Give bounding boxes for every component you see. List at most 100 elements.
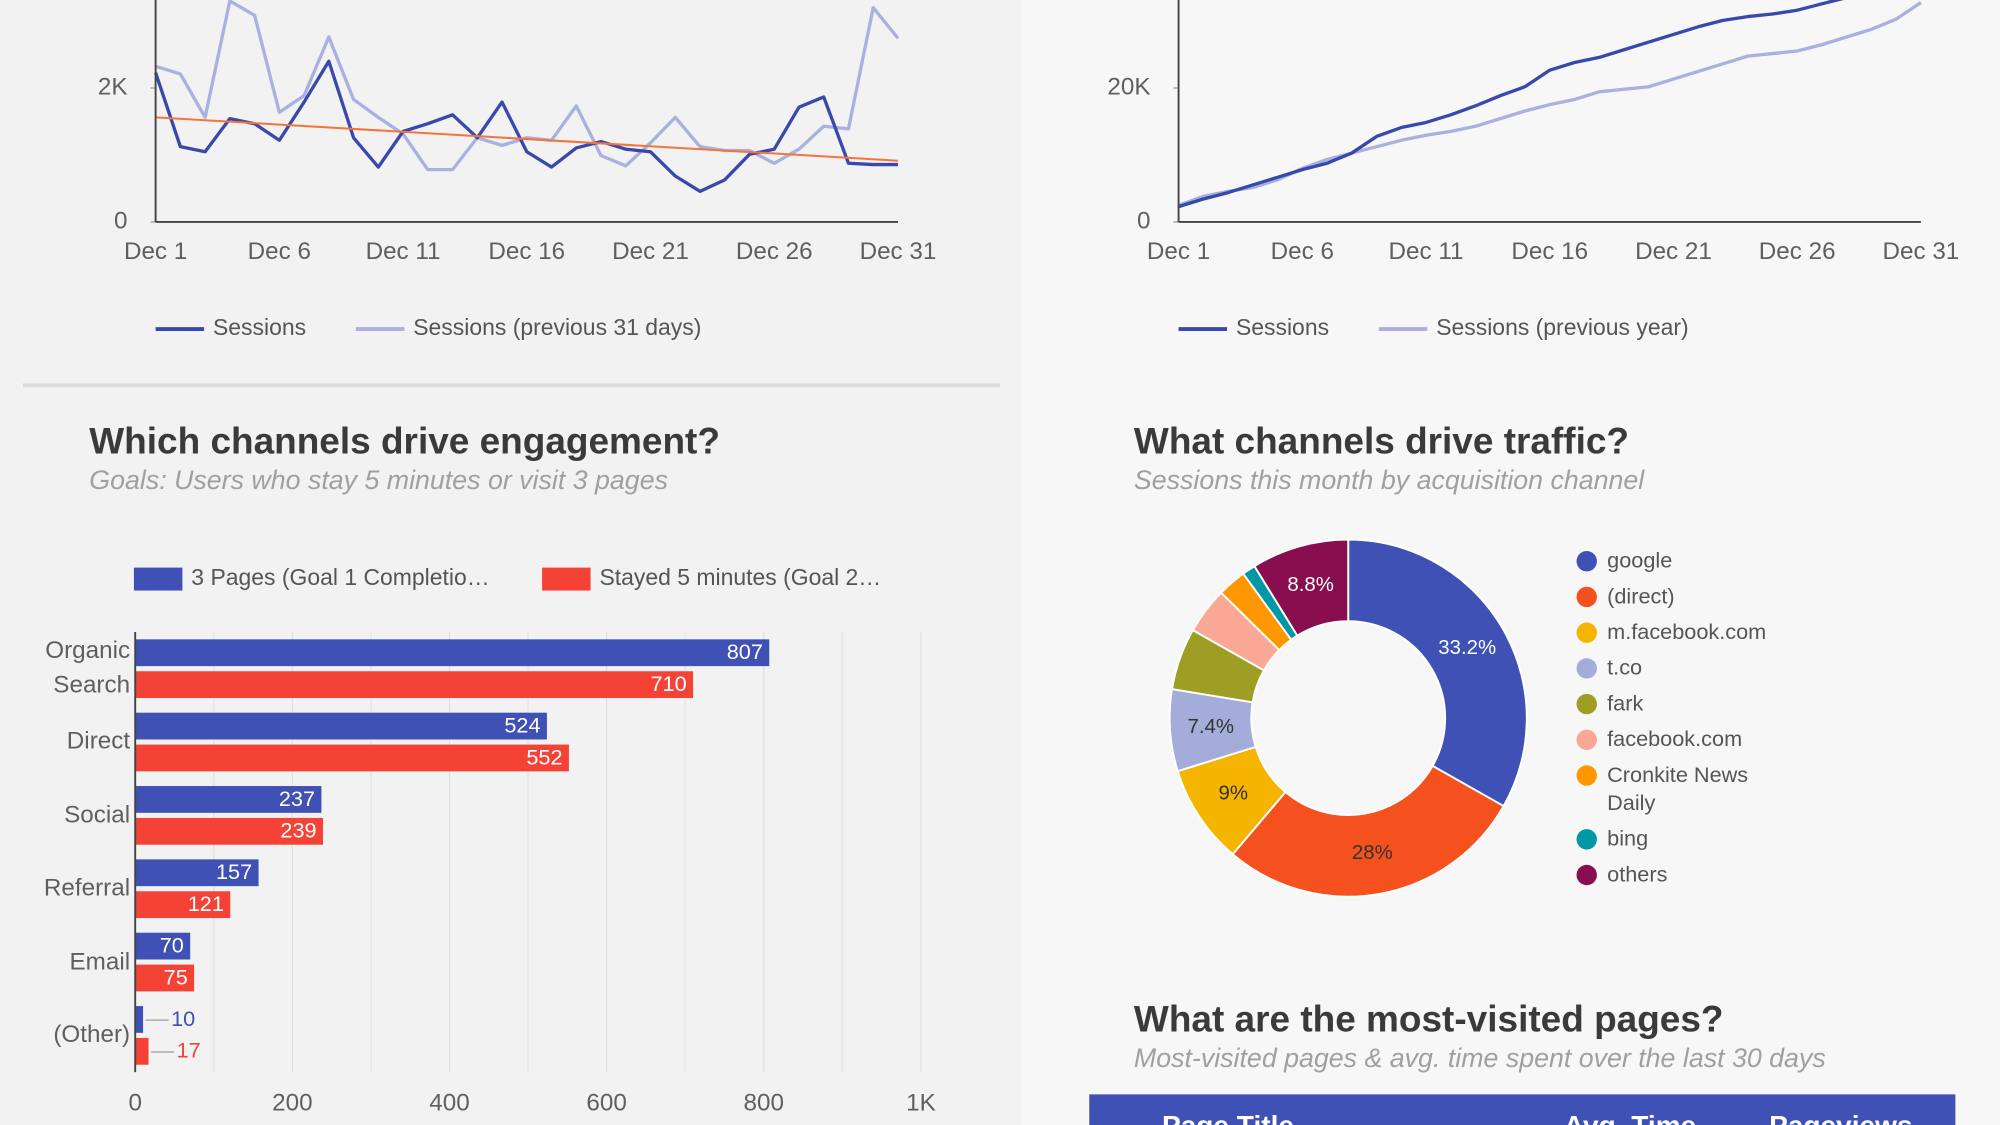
legend-label: bing [1607, 826, 1649, 851]
y-tick-label: 20K [1107, 73, 1150, 100]
x-tick-label: Dec 11 [1389, 238, 1464, 265]
x-tick-label: Dec 21 [1635, 238, 1712, 265]
value-label: 10 [171, 1006, 195, 1031]
x-tick-label: Dec 26 [736, 238, 813, 265]
value-label: 157 [216, 859, 252, 884]
x-tick-label: 600 [586, 1089, 626, 1116]
chart-subtitle: Sessions this month by acquisition chann… [1134, 465, 1645, 495]
legend-label: others [1607, 862, 1668, 887]
legend-swatch [1576, 551, 1597, 572]
legend-label: Sessions (previous year) [1436, 314, 1688, 340]
value-label: 239 [280, 818, 316, 843]
legend-box: google (direct) m.facebook.com t.co fark face… [1571, 543, 1826, 892]
x-tick-label: Dec 1 [1147, 238, 1210, 265]
legend-swatch [1576, 765, 1597, 786]
category-label-box: Social [0, 777, 130, 854]
category-label: (Other) [53, 1022, 131, 1049]
value-label: 121 [188, 891, 224, 916]
legend-label: google [1607, 548, 1673, 573]
legend-item: t.co [1571, 651, 1826, 687]
legend-label: Sessions [213, 314, 306, 340]
legend-swatch [1576, 829, 1597, 850]
category-label-wrap: Referral [0, 850, 130, 927]
legend-swatch [133, 567, 183, 591]
legend-item: (direct) [1571, 579, 1826, 615]
category-label-box: Email [69, 948, 131, 976]
y-tick-label: 0 [114, 207, 127, 234]
x-tick-label: Dec 16 [488, 238, 565, 265]
legend-swatch [1576, 693, 1597, 715]
legend-swatch [1576, 864, 1597, 886]
category-label-box: Organic Search [0, 630, 130, 707]
legend-item: facebook.com [1571, 722, 1826, 758]
value-label: 75 [164, 964, 188, 989]
pie-slice [1347, 538, 1528, 808]
value-label: 33.2% [1438, 637, 1496, 659]
x-tick-label: Dec 11 [366, 238, 441, 265]
y-tick-label: 0 [1137, 207, 1150, 234]
legend-label: t.co [1607, 655, 1643, 680]
legend-label: 3 Pages (Goal 1 Completio… [191, 564, 489, 590]
x-tick-label: Dec 6 [248, 238, 311, 265]
category-label: Direct [66, 728, 131, 756]
column-header: Pageviews [1769, 1110, 1912, 1125]
category-label: Referral [43, 875, 131, 903]
bar [135, 1006, 144, 1033]
legend-item: fark [1571, 686, 1826, 722]
legend-label: Stayed 5 minutes (Goal 2… [599, 564, 881, 590]
bar [135, 744, 569, 772]
value-label: 7.4% [1188, 716, 1234, 738]
legend-label: (direct) [1607, 584, 1675, 609]
legend-label: fark [1607, 691, 1644, 716]
legend-label: Sessions (previous 31 days) [413, 314, 701, 340]
legend-swatch [542, 567, 591, 591]
line-series [154, 59, 898, 193]
legend-swatch [1576, 729, 1597, 750]
pie-slice [1253, 538, 1350, 637]
table-subtitle: Most-visited pages & avg. time spent ove… [1134, 1043, 1826, 1073]
table-header [1089, 1094, 1956, 1125]
line-series [155, 0, 900, 172]
x-tick-label: 400 [429, 1089, 469, 1116]
category-label-wrap: Organic Search [0, 630, 130, 707]
x-tick-label: Dec 1 [124, 238, 187, 265]
legend-swatch [1576, 586, 1597, 608]
x-tick-label: 0 [128, 1089, 141, 1116]
legend-swatch [1576, 622, 1597, 643]
category-label: Email [69, 948, 131, 976]
bar [135, 671, 694, 699]
right-panel [1021, 0, 2000, 1125]
y-tick-label: 2K [98, 73, 128, 100]
legend-label: facebook.com [1607, 727, 1743, 752]
value-label: 524 [504, 712, 540, 737]
x-tick-label: 200 [272, 1089, 312, 1116]
value-label: 28% [1352, 842, 1393, 864]
column-header: Avg. Time [1564, 1110, 1696, 1125]
legend-item: others [1571, 857, 1826, 893]
bar [135, 964, 195, 992]
value-label: 8.8% [1287, 574, 1333, 596]
line-series [1178, 0, 1844, 209]
legend: google (direct) m.facebook.com t.co fark face… [1571, 543, 1826, 892]
chart-title: Which channels drive engagement? [89, 421, 720, 462]
bar [135, 639, 770, 667]
bar [135, 891, 231, 919]
legend-item: Cronkite News Daily [1571, 758, 1826, 822]
category-label-wrap: (Other) [0, 997, 130, 1074]
bar [135, 786, 322, 813]
legend-item: google [1571, 543, 1826, 579]
legend-label: m.facebook.com [1607, 619, 1767, 645]
x-tick-label: Dec 16 [1511, 238, 1588, 265]
category-label: Organic Search [45, 638, 131, 700]
x-tick-label: 1K [906, 1089, 936, 1116]
bar [135, 712, 547, 740]
category-label-wrap: Direct [0, 704, 130, 781]
category-label-box: Direct [0, 704, 130, 781]
x-tick-label: Dec 31 [1883, 238, 1960, 265]
bar [135, 932, 191, 960]
category-label-wrap: Social [0, 777, 130, 854]
value-label: 237 [279, 786, 315, 811]
legend-label: Cronkite News Daily [1607, 762, 1749, 816]
column-header: Page Title [1162, 1110, 1294, 1125]
